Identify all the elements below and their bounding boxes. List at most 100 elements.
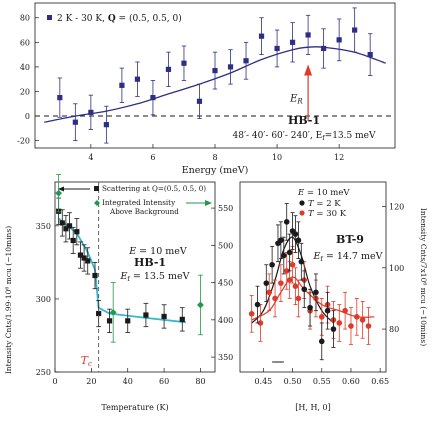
x-tick-label: 20 [86,377,96,386]
x-tick-label: 60 [159,377,169,386]
br-legend-30k-label: T = 30 K [308,209,347,219]
y-tick-label: 80 [389,325,399,334]
y-right-tick-label: 350 [218,353,233,362]
data-point [74,229,80,235]
bl-ef-label: Ef = 13.5 meV [119,271,189,283]
data-point [59,220,65,226]
top-x-axis-label: Energy (meV) [182,165,249,176]
y-tick-label: 100 [389,264,404,273]
data-point [289,261,296,268]
data-point [359,317,366,323]
data-point [318,338,325,345]
data-point [269,261,275,268]
y-tick-label: 80 [20,14,30,23]
data-point [348,323,354,329]
bl-legend-green-label-1: Integrated Intensity [102,198,176,207]
data-point [298,258,305,265]
data-point [88,109,94,115]
data-point [196,98,203,104]
x-tick-label: 0.60 [342,377,360,386]
x-tick-label: 0.45 [254,377,272,386]
data-point [305,32,311,38]
br-legend-2k-marker [299,200,305,206]
y-tick-label: 40 [20,63,30,72]
bl-energy-label: E = 10 meV [128,246,187,257]
data-point [318,314,325,320]
data-point [266,289,273,296]
top-legend-marker [47,15,52,20]
y-tick-label: 350 [36,222,51,231]
x-tick-label: 12 [334,153,344,162]
data-point [109,308,117,316]
x-tick-label: 0 [52,377,57,386]
data-point [85,258,91,264]
data-point [352,27,358,33]
bl-axes: 0 20 40 60 80 250 300 350 350 400 450 500 550 [36,204,234,386]
y-tick-label: 0 [25,112,30,121]
data-point [324,307,331,314]
bl-x-axis-label: Temperature (K) [101,403,168,412]
bl-legend-black-label: Scattering at Q=(0.5, 0.5, 0) [102,184,206,193]
y-right-tick-label: 400 [218,316,233,325]
data-point [134,76,141,82]
data-point [96,310,102,317]
br-data-points [248,203,372,361]
y-tick-label: -20 [17,137,30,146]
data-point [278,280,284,286]
br-axes: 0.45 0.50 0.55 0.60 0.65 80 100 120 [254,203,404,386]
x-tick-label: 40 [123,377,133,386]
y-right-tick-label: 500 [218,241,233,250]
data-point [367,52,373,58]
data-point [197,301,204,309]
data-point [295,237,302,244]
data-point [292,283,299,289]
bl-data-points [55,174,204,343]
bl-y-axis-label: Intensity Cnts/1.99·10⁶ mcu (~10mins) [4,226,13,374]
data-point [330,326,337,332]
br-fit-curves [251,236,375,324]
data-point [286,249,293,256]
y-tick-label: 20 [20,87,30,96]
x-tick-label: 10 [272,153,282,162]
top-data-points [57,7,373,144]
data-point [365,323,372,329]
data-point [321,45,327,52]
data-point [257,320,264,326]
data-point [227,64,234,70]
data-point [72,119,78,125]
top-config-label: 48′- 40′- 60′- 240′, Ef=13.5 meV [233,131,376,142]
x-tick-label: 4 [88,153,93,162]
br-ef-label: Ef = 14.7 meV [312,251,382,263]
y-right-tick-label: 450 [218,279,233,288]
y-tick-label: 300 [36,295,51,304]
data-point [161,313,167,320]
y-tick-label: 250 [36,368,51,377]
bl-legend-black-marker [94,186,99,191]
data-point [313,289,319,296]
data-point [81,255,87,261]
data-point [150,95,156,101]
data-point [55,189,63,197]
data-point [103,122,109,128]
bl-legend-green-marker [94,200,100,206]
top-axes: 4 6 8 10 12 -20 0 20 40 60 80 [17,14,395,162]
data-point [165,66,172,72]
data-point [283,268,290,274]
bl-legend-green-label-2: Above Background [109,207,179,216]
bl-legend-green-arrow-head [205,200,212,206]
bl-frame [54,181,216,373]
data-point [354,314,360,320]
resonance-energy-label: ER [289,93,303,105]
data-point [258,33,265,39]
data-point [295,295,302,302]
br-x-axis-label: [H, H, 0] [295,403,330,412]
data-point [336,37,342,43]
y-tick-label: 60 [20,38,30,47]
x-tick-label: 6 [150,153,155,162]
x-tick-label: 80 [195,377,205,386]
br-y-axis-label: Intensity Cnts/7x10⁶ mcu (~10mins) [419,208,428,346]
y-tick-label: 120 [389,203,404,212]
data-point [212,67,218,74]
data-point [125,318,131,324]
